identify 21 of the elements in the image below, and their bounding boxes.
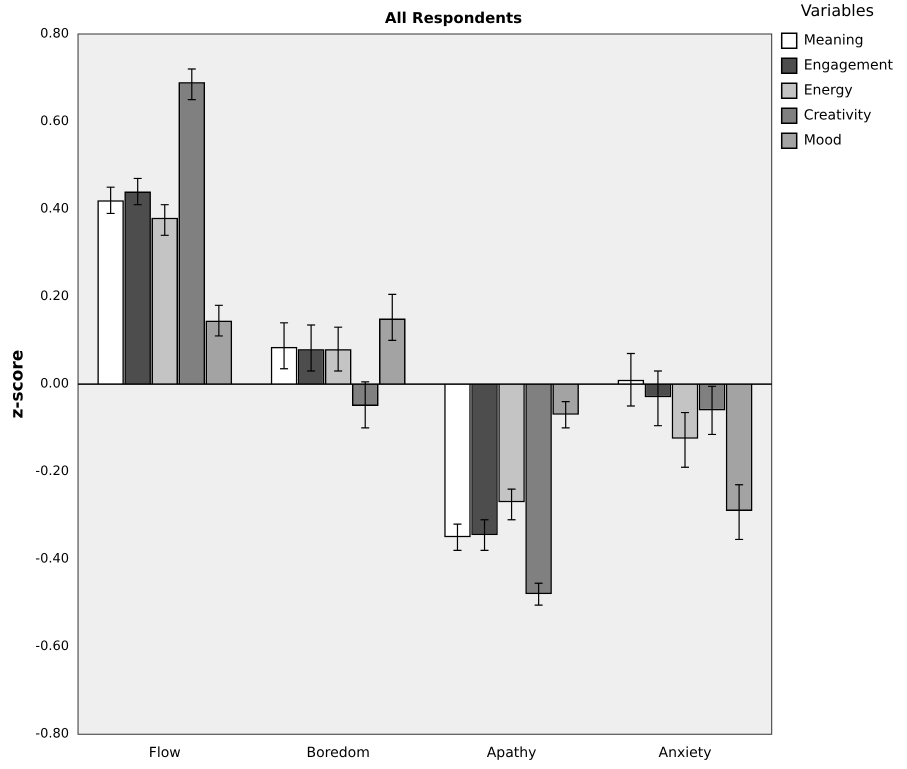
x-tick-label: Anxiety — [658, 745, 712, 762]
y-tick-label: 0.40 — [40, 201, 70, 216]
legend-label: Engagement — [804, 57, 894, 74]
y-axis-title: z-score — [8, 350, 28, 418]
y-tick-label: -0.60 — [35, 639, 70, 654]
y-tick-label: 0.60 — [40, 114, 70, 129]
x-tick-label: Apathy — [486, 745, 536, 762]
y-tick-label: -0.40 — [35, 552, 70, 567]
x-tick-label: Boredom — [306, 745, 370, 762]
y-tick-label: 0.80 — [40, 26, 70, 42]
x-tick-label: Flow — [148, 745, 181, 762]
chart-title: All Respondents — [384, 8, 522, 27]
legend-label: Meaning — [804, 32, 864, 48]
legend-title: Variables — [800, 1, 874, 20]
y-tick-label: -0.20 — [35, 464, 70, 479]
y-tick-label: 0.00 — [40, 376, 70, 392]
legend-label: Energy — [804, 82, 853, 98]
legend-label: Mood — [804, 132, 842, 148]
legend-label: Creativity — [804, 107, 872, 124]
y-tick-label: -0.80 — [35, 726, 70, 742]
y-tick-label: 0.20 — [40, 288, 70, 304]
